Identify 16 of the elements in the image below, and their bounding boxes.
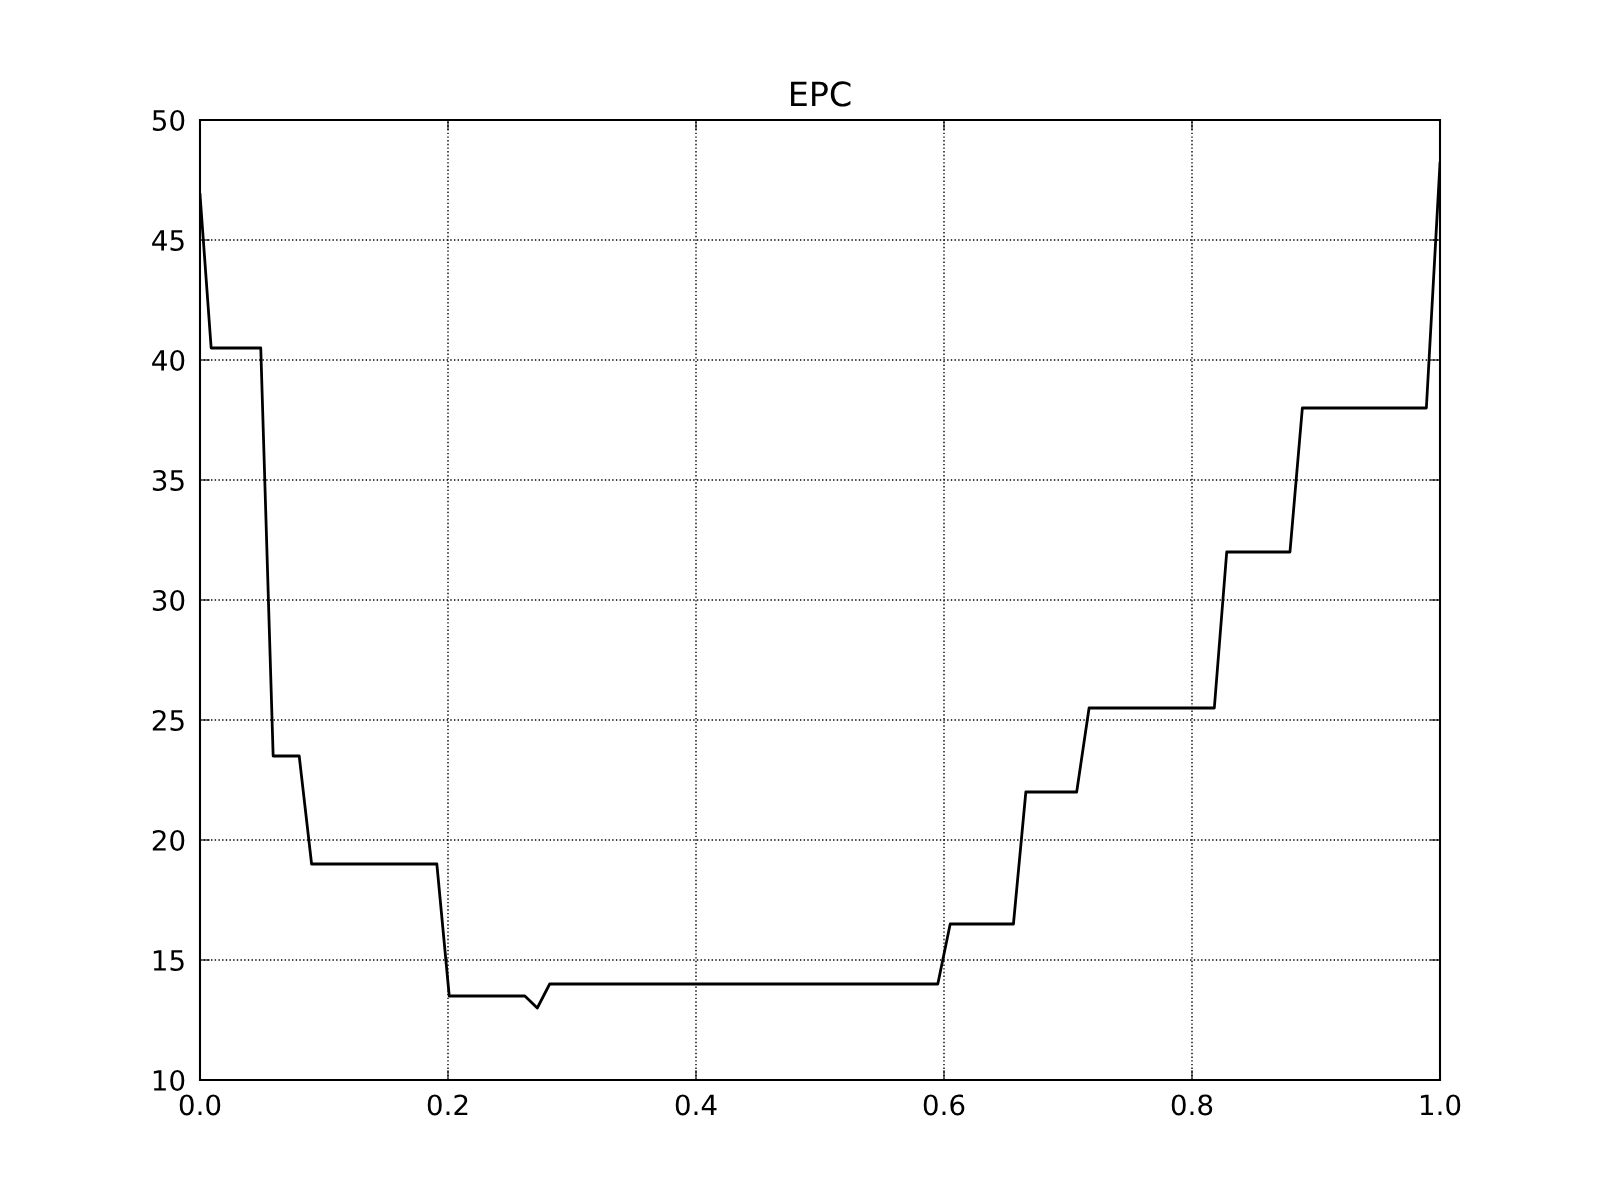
x-tick-label: 1.0 [1420, 1094, 1461, 1116]
y-tick-label: 30 [152, 589, 185, 611]
y-tick-label: 40 [152, 349, 185, 371]
y-tick-label: 10 [153, 1069, 185, 1091]
x-tick-label: 0.6 [923, 1094, 965, 1116]
y-tick-label: 20 [152, 829, 185, 851]
y-tick-label: 45 [152, 230, 184, 251]
x-tick-label: 0.8 [1171, 1094, 1213, 1116]
y-tick-label: 25 [152, 709, 184, 731]
x-tick-label: 0.4 [675, 1094, 717, 1116]
y-tick-label: 15 [153, 950, 184, 971]
x-tick-label: 0.2 [427, 1094, 468, 1116]
x-tick-label: 0.0 [179, 1094, 221, 1116]
y-tick-label: 35 [152, 469, 184, 491]
y-tick-label: 50 [152, 109, 185, 131]
chart-title: EPC [791, 81, 851, 107]
